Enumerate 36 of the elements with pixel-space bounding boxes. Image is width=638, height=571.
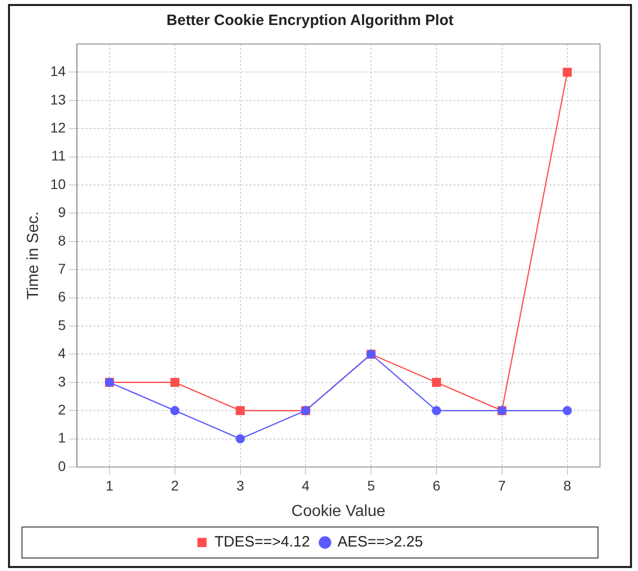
y-tick-label: 2 <box>58 401 66 418</box>
x-tick-label: 1 <box>106 477 114 494</box>
y-tick-label: 3 <box>58 373 66 390</box>
x-tick-label: 4 <box>302 477 310 494</box>
y-tick-label: 7 <box>58 260 66 276</box>
y-tick-label: 4 <box>58 345 66 362</box>
y-tick-label: 11 <box>51 148 66 164</box>
y-tick-label: 1 <box>58 430 66 446</box>
x-tick-label: 2 <box>170 477 179 494</box>
legend-label: AES==>2.25 <box>337 534 423 551</box>
legend-label: TDES==>4.12 <box>214 534 310 551</box>
y-tick-label: 13 <box>50 91 66 108</box>
point <box>170 378 180 387</box>
y-tick-label: 8 <box>58 232 66 248</box>
y-tick-label: 10 <box>50 176 66 192</box>
point <box>562 68 572 77</box>
x-tick-label: 7 <box>498 477 506 494</box>
chart-title: Better Cookie Encryption Algorithm Plot <box>166 12 454 30</box>
x-tick-label: 6 <box>432 477 441 494</box>
x-axis-title: Cookie Value <box>291 502 386 520</box>
point <box>236 406 245 416</box>
point <box>432 406 442 416</box>
y-tick-label: 0 <box>58 458 66 474</box>
y-tick-label: 5 <box>58 316 66 333</box>
x-tick-label: 5 <box>367 477 376 494</box>
y-tick-label: 14 <box>50 63 66 80</box>
x-tick-label: 3 <box>236 477 244 494</box>
y-tick-label: 9 <box>58 204 66 220</box>
y-tick-label: 12 <box>50 119 66 136</box>
point <box>562 406 572 416</box>
y-tick-label: 6 <box>58 288 66 305</box>
point <box>236 434 245 444</box>
point <box>170 406 180 416</box>
x-tick-label: 8 <box>563 477 572 494</box>
y-axis-title: Time in Sec. <box>25 211 42 300</box>
point <box>432 378 441 387</box>
